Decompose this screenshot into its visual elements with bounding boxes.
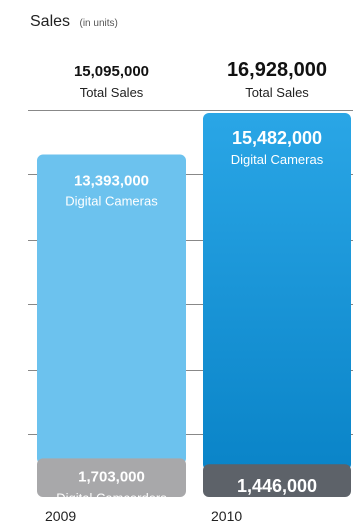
total-value-2010: 16,928,000	[227, 59, 327, 81]
bar-2010-digital-camcorders	[203, 464, 351, 497]
bar-2010-digital-cameras	[203, 113, 351, 471]
chart-title: Sales (in units)	[30, 13, 118, 30]
bar-2009-digital-cameras	[37, 154, 186, 465]
series-label-2009-digital-cameras: Digital Cameras	[65, 194, 158, 209]
series-label-2010-digital-camcorders: Digital Camcorders	[222, 501, 333, 516]
bars	[37, 113, 351, 497]
value-label-2010-digital-camcorders: 1,446,000	[237, 476, 317, 496]
x-tick-2010: 2010	[211, 508, 242, 524]
value-label-2009-digital-camcorders: 1,703,000	[78, 468, 145, 485]
value-label-2010-digital-cameras: 15,482,000	[232, 128, 322, 148]
chart-title-text: Sales	[30, 13, 70, 30]
series-label-2010-digital-cameras: Digital Cameras	[231, 152, 324, 167]
bar-2009-digital-camcorders	[37, 458, 186, 497]
total-label-2010: Total Sales	[245, 85, 309, 100]
total-value-2009: 15,095,000	[74, 63, 149, 80]
x-tick-2009: 2009	[45, 508, 76, 524]
bar-labels: 15,095,000 Total Sales 13,393,000 Digital C…	[45, 59, 333, 524]
total-label-2009: Total Sales	[80, 85, 144, 100]
series-label-2009-digital-camcorders: Digital Camcorders	[56, 490, 167, 505]
chart-subtitle: (in units)	[79, 18, 117, 29]
value-label-2009-digital-cameras: 13,393,000	[74, 173, 149, 190]
